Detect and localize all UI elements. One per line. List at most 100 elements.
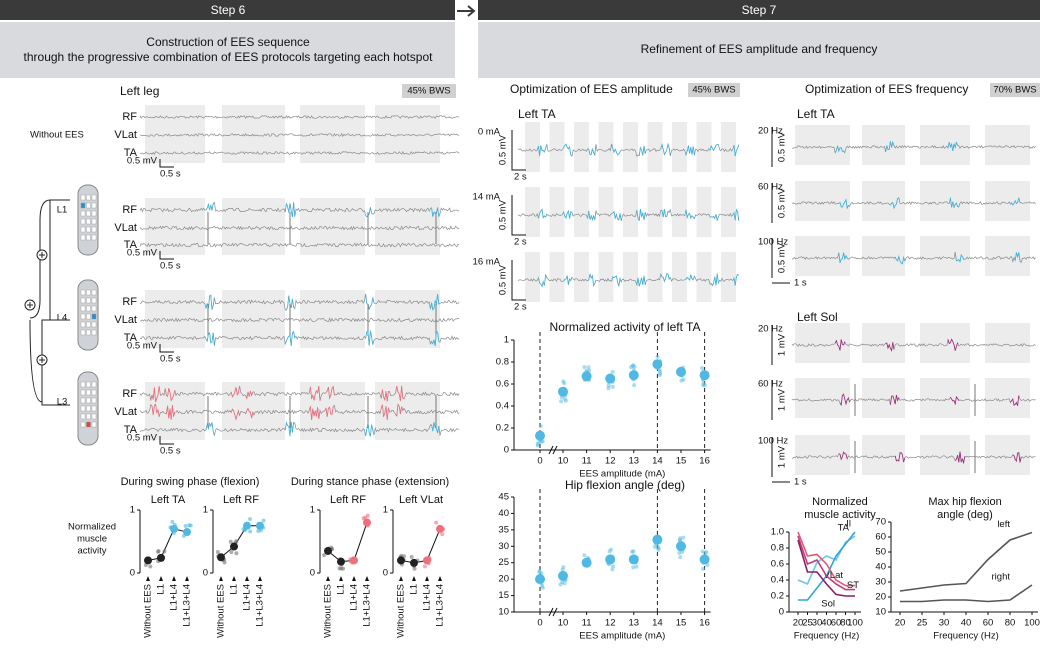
y-tick-label: 1.0 — [771, 527, 784, 538]
trial-dot — [558, 582, 563, 587]
emg-burst — [230, 385, 240, 398]
emg-burst — [587, 273, 597, 287]
emg-burst — [365, 422, 375, 437]
trial-dot — [582, 365, 587, 370]
trial-dot — [434, 520, 439, 525]
emg-trace — [791, 197, 1036, 210]
trial-dot — [535, 441, 540, 446]
panel-title: Optimization of EES amplitude — [510, 82, 673, 96]
x-tick-label: 11 — [582, 456, 592, 467]
scale-label: 1 mV — [777, 333, 788, 356]
mean-dot — [170, 524, 178, 533]
trial-dot — [540, 439, 545, 444]
electrode — [91, 234, 97, 241]
trial-dot — [611, 564, 616, 569]
y-axis-label: muscle — [77, 534, 107, 545]
phase-shade — [795, 435, 850, 475]
emg-trace — [139, 293, 460, 311]
scale-label: 0.5 s — [160, 354, 181, 365]
scale-bar — [511, 130, 526, 171]
muscle-label: VLat — [114, 222, 137, 234]
electrode — [80, 234, 86, 241]
phase-shade — [525, 187, 540, 237]
emg-burst — [611, 210, 622, 221]
trial-dot — [188, 523, 193, 528]
condition-label: Without EES — [30, 130, 84, 141]
emg-trace — [139, 330, 460, 347]
trial-dot — [540, 585, 545, 590]
scale-label: 0.5 mV — [127, 341, 158, 352]
trial-dot — [631, 565, 636, 570]
emg-burst — [660, 209, 671, 218]
emg-burst — [325, 405, 335, 417]
emg-burst — [839, 198, 850, 210]
electrode — [86, 305, 91, 312]
emg-burst — [380, 389, 390, 402]
tick-arrow — [326, 576, 330, 581]
mean-dot — [337, 557, 345, 566]
muscle-label: VLat — [114, 314, 137, 326]
mean-dot — [652, 359, 663, 370]
emg-burst — [563, 275, 573, 285]
electrode — [91, 313, 97, 320]
mean-dot — [558, 386, 568, 397]
electrode — [80, 381, 86, 388]
x-tick-label: 25 — [917, 618, 928, 629]
x-tick-label: 20 — [895, 618, 906, 629]
trial-dot — [156, 549, 161, 554]
emg-burst — [636, 275, 646, 287]
x-tick-label: 15 — [676, 618, 687, 629]
panel-title: Optimization of EES frequency — [805, 82, 968, 96]
emg-burst — [894, 452, 906, 463]
mean-dot — [581, 557, 592, 568]
emg-burst — [950, 395, 960, 406]
trial-dot — [655, 354, 660, 359]
phase-shade — [985, 125, 1030, 165]
chart-title: Left RF — [223, 494, 259, 506]
emg-trace — [139, 403, 460, 421]
series-label: Il — [846, 519, 851, 530]
trial-dot — [681, 377, 686, 382]
phase-shade — [647, 187, 663, 237]
phase-shade — [647, 252, 663, 302]
phase-shade — [549, 187, 565, 237]
emg-trace — [139, 242, 460, 248]
series-label: right — [992, 572, 1011, 583]
emg-burst — [636, 145, 646, 157]
x-tick-label: 12 — [605, 456, 616, 467]
emg-trace — [139, 385, 460, 403]
step7-bar — [478, 0, 1040, 20]
emg-burst — [1012, 252, 1022, 263]
scale-bar — [159, 251, 174, 260]
plus-sign — [39, 252, 45, 258]
series-line — [797, 531, 855, 587]
x-tick-label: 10 — [558, 618, 569, 629]
scale-label: 2 s — [514, 237, 527, 248]
mean-dot — [628, 370, 639, 381]
step7-title: Step 7 — [742, 3, 777, 17]
phase-shade — [795, 236, 850, 276]
emg-burst — [733, 273, 739, 286]
phase-shade — [985, 236, 1030, 276]
phase-shade — [696, 122, 712, 172]
x-tick-label: 60 — [983, 618, 994, 629]
tick-arrow — [425, 576, 429, 581]
axis-break — [548, 445, 558, 455]
emg-burst — [380, 404, 390, 420]
mean-dot — [535, 430, 545, 441]
emg-trace — [791, 252, 1036, 265]
emg-burst — [894, 254, 906, 265]
muscle-label: RF — [122, 296, 137, 308]
trial-dot — [361, 516, 366, 521]
trial-dot — [409, 555, 414, 560]
emg-burst — [563, 209, 573, 219]
phase-shade — [862, 125, 905, 165]
x-tick-label: L1+L4 — [242, 584, 253, 611]
mean-dot — [535, 574, 545, 585]
y-tick-label: 0.4 — [496, 401, 509, 412]
emg-burst — [395, 403, 405, 417]
trial-dot — [658, 371, 663, 376]
emg-burst — [709, 214, 719, 221]
trial-dot — [440, 532, 445, 537]
